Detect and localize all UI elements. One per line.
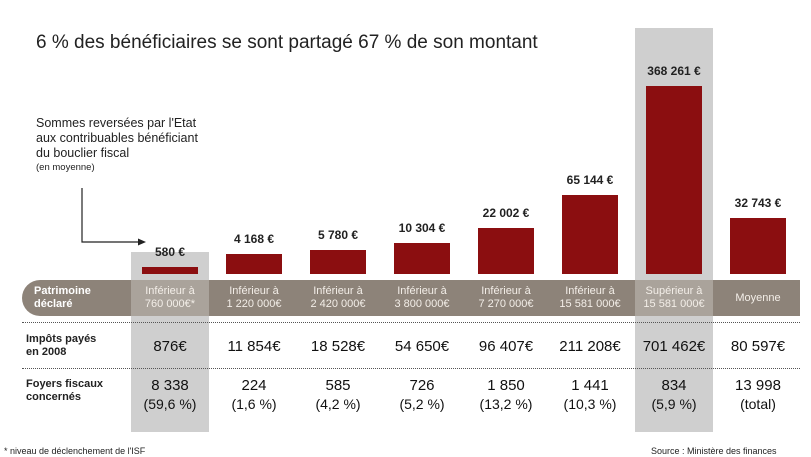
- household-count: 834: [661, 377, 687, 394]
- row-label: Foyers fiscaux concernés: [26, 378, 104, 403]
- value-label: 22 002 €: [482, 206, 530, 221]
- category-label: Inférieur à 2 420 000€: [310, 285, 366, 310]
- category-label: Inférieur à 3 800 000€: [394, 285, 450, 310]
- annotation: Sommes reversées par l'Etat aux contribu…: [36, 116, 198, 160]
- band-highlight: [131, 280, 209, 316]
- row-label: Patrimoine déclaré: [34, 285, 91, 310]
- household-share: (5,2 %): [399, 396, 445, 412]
- bar: [478, 228, 534, 274]
- value-label: 580 €: [154, 244, 186, 259]
- category-label: Moyenne: [735, 291, 781, 304]
- household-count: 1 850: [487, 377, 525, 394]
- source: Source : Ministère des finances: [651, 446, 777, 456]
- household-count: 224: [241, 377, 267, 394]
- household-share: (4,2 %): [315, 396, 361, 412]
- household-share: (5,9 %): [651, 396, 697, 412]
- value-label: 5 780 €: [317, 228, 359, 243]
- household-count: 8 338: [151, 377, 189, 394]
- bar: [730, 217, 786, 274]
- category-label: Inférieur à 15 581 000€: [559, 285, 621, 310]
- bar: [226, 253, 282, 274]
- category-label: Inférieur à 760 000€*: [144, 285, 196, 310]
- category-label: Supérieur à 15 581 000€: [643, 285, 705, 310]
- tax-value: 876€: [153, 338, 187, 355]
- tax-value: 54 650€: [394, 338, 450, 355]
- household-share: (59,6 %): [143, 396, 197, 412]
- title: 6 % des bénéficiaires se sont partagé 67…: [36, 32, 538, 53]
- bar: [142, 266, 198, 274]
- household-count: 13 998: [735, 377, 781, 394]
- household-count: 585: [325, 377, 351, 394]
- value-label: 32 743 €: [734, 195, 782, 210]
- household-share: (10,3 %): [563, 396, 617, 412]
- tax-value: 80 597€: [730, 338, 786, 355]
- category-label: Inférieur à 7 270 000€: [478, 285, 534, 310]
- value-label: 10 304 €: [398, 220, 446, 235]
- household-share: (1,6 %): [231, 396, 277, 412]
- band-highlight: [635, 280, 713, 316]
- row-label: Impôts payés en 2008: [26, 333, 97, 358]
- separator: [22, 322, 800, 323]
- tax-value: 96 407€: [478, 338, 534, 355]
- category-label: Inférieur à 1 220 000€: [226, 285, 282, 310]
- footnote: * niveau de déclenchement de l'ISF: [4, 446, 146, 456]
- value-label: 65 144 €: [566, 172, 614, 187]
- tax-value: 11 854€: [227, 338, 281, 355]
- arrow-line: [81, 188, 140, 243]
- household-share: (total): [740, 396, 776, 412]
- bar: [310, 250, 366, 274]
- value-label: 368 261 €: [647, 64, 701, 78]
- bar: [646, 86, 702, 274]
- tax-value: 18 528€: [310, 338, 366, 355]
- separator: [22, 368, 800, 369]
- tax-value: 701 462€: [642, 338, 706, 355]
- annotation-note: (en moyenne): [36, 162, 95, 173]
- bar: [394, 242, 450, 274]
- bar: [562, 194, 618, 274]
- household-count: 1 441: [571, 377, 609, 394]
- household-share: (13,2 %): [479, 396, 533, 412]
- tax-value: 211 208€: [559, 338, 621, 355]
- value-label: 4 168 €: [233, 231, 275, 246]
- household-count: 726: [409, 377, 435, 394]
